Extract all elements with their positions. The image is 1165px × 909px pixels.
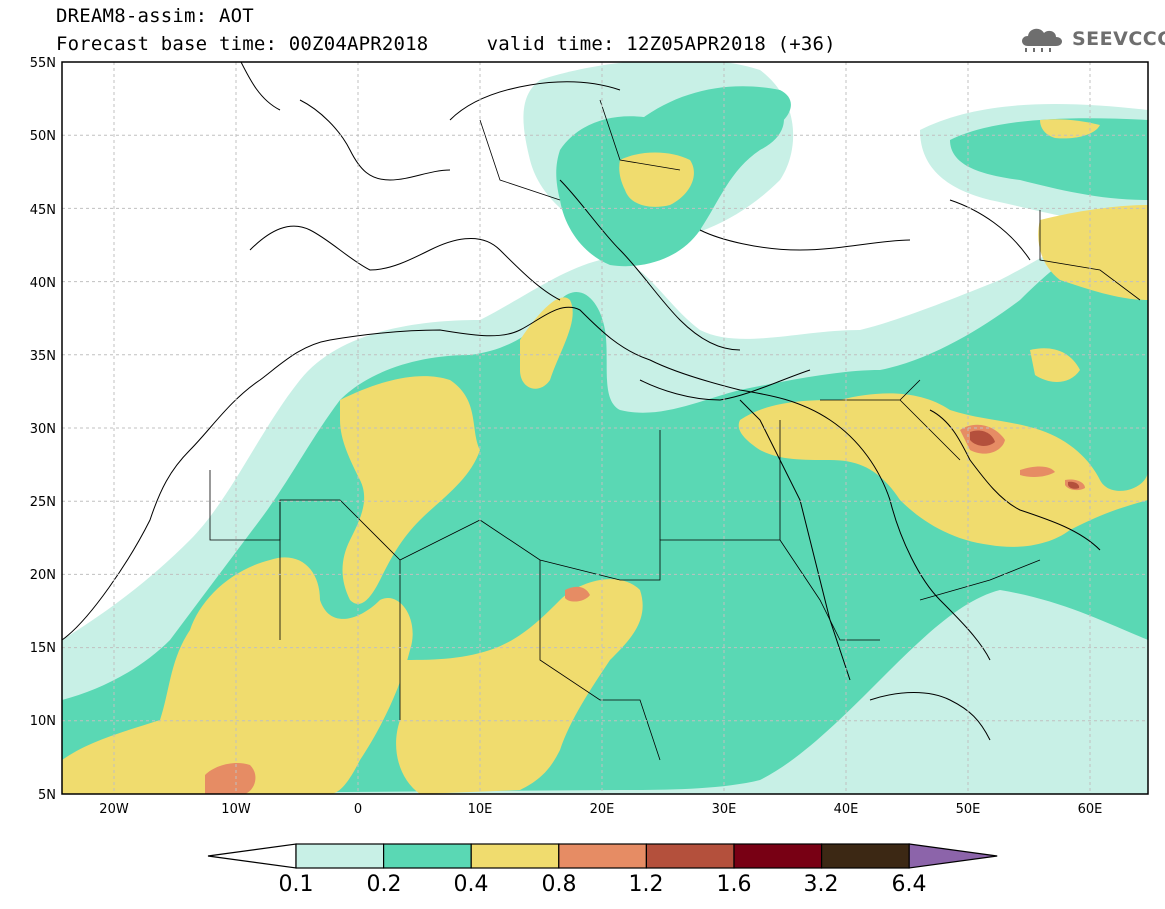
colorbar-label: 0.2 (366, 872, 402, 897)
longitude-labels: 20W 10W 0 10E 20E 30E 40E 50E 60E (99, 802, 1102, 817)
colorbar-label: 0.4 (453, 872, 489, 897)
lat-label: 50N (30, 129, 56, 144)
lat-label: 5N (38, 788, 56, 803)
lon-label: 10W (221, 802, 251, 817)
colorbar-label: 0.1 (278, 872, 314, 897)
lat-label: 10N (30, 714, 56, 729)
lat-label: 20N (30, 568, 56, 583)
colorbar-label: 0.8 (541, 872, 577, 897)
latitude-labels: 55N 50N 45N 40N 35N 30N 25N 20N 15N 10N … (30, 56, 56, 803)
seevccc-logo: SEEVCCC (1018, 23, 1165, 55)
colorbar (207, 843, 998, 869)
lon-label: 50E (956, 802, 981, 817)
colorbar-label: 3.2 (803, 872, 839, 897)
grid-lines (62, 62, 1148, 794)
cloud-rain-icon (1022, 28, 1062, 52)
colorbar-swatch (470, 843, 560, 869)
forecast-time-line: Forecast base time: 00Z04APR2018 valid t… (56, 33, 836, 55)
aot-level-0.4 (62, 119, 1148, 794)
colorbar-swatch (733, 843, 823, 869)
lon-label: 40E (834, 802, 859, 817)
lat-label: 45N (30, 203, 56, 218)
lat-label: 25N (30, 495, 56, 510)
lat-label: 55N (30, 56, 56, 71)
colorbar-label: 1.2 (628, 872, 664, 897)
lat-label: 30N (30, 422, 56, 437)
lat-label: 40N (30, 276, 56, 291)
logo-text: SEEVCCC (1072, 28, 1165, 50)
lon-label: 10E (468, 802, 493, 817)
colorbar-swatch (295, 843, 385, 869)
lon-label: 30E (712, 802, 737, 817)
lon-label: 60E (1078, 802, 1103, 817)
colorbar-label: 6.4 (891, 872, 927, 897)
lon-label: 0 (354, 802, 362, 817)
aot-level-1.2 (970, 430, 1080, 489)
lat-label: 15N (30, 641, 56, 656)
map-title: DREAM8-assim: AOT (56, 5, 254, 27)
lon-label: 20E (590, 802, 615, 817)
aot-field (62, 62, 1148, 794)
map-frame (61, 61, 1149, 795)
lat-label: 35N (30, 349, 56, 364)
colorbar-under-arrow (207, 843, 297, 869)
colorbar-swatch (383, 843, 472, 869)
colorbar-label: 1.6 (716, 872, 752, 897)
lon-label: 20W (99, 802, 129, 817)
colorbar-swatch (820, 843, 910, 869)
colorbar-over-arrow (908, 843, 998, 869)
colorbar-swatch (558, 843, 647, 869)
colorbar-swatch (645, 843, 735, 869)
